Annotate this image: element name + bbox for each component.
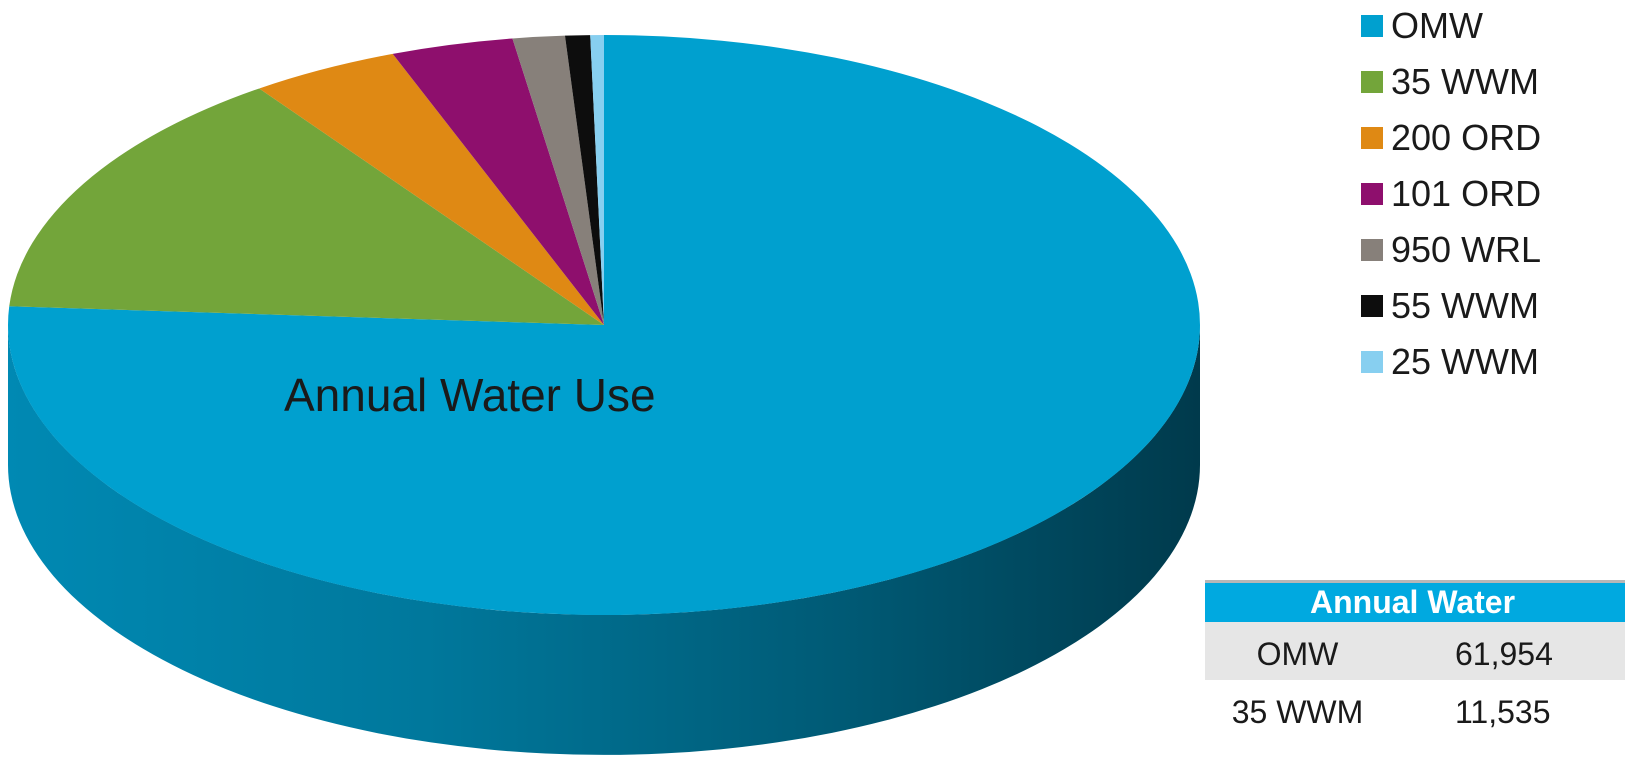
legend-label: 950 WRL — [1391, 229, 1542, 270]
legend-item: 200 ORD — [1361, 117, 1542, 158]
table-row: OMW 61,954 — [1205, 622, 1625, 680]
table-row: 35 WWM 11,535 — [1205, 680, 1625, 738]
legend-label: 55 WWM — [1391, 285, 1539, 326]
legend-label: 35 WWM — [1391, 61, 1539, 102]
legend-label: 101 ORD — [1391, 173, 1542, 214]
pie-slice-25-wwm — [590, 35, 604, 325]
legend-label: OMW — [1391, 5, 1483, 46]
legend-item: 55 WWM — [1361, 285, 1539, 326]
pie-slice-950-wrl — [512, 35, 604, 325]
legend-swatch — [1361, 239, 1383, 261]
pie-side-wall — [8, 325, 1200, 755]
legend-item: OMW — [1361, 5, 1483, 46]
legend-swatch — [1361, 183, 1383, 205]
legend-label: 200 ORD — [1391, 117, 1542, 158]
table-cell-name: 35 WWM — [1231, 694, 1364, 730]
chart-title: Annual Water Use — [284, 369, 656, 421]
water-use-table: Annual Water OMW 61,954 35 WWM 11,535 — [1205, 580, 1625, 770]
pie-slice-55-wwm — [564, 35, 604, 326]
table-header: Annual Water — [1205, 580, 1625, 622]
pie-slice-omw — [8, 35, 1201, 616]
legend-swatch — [1361, 295, 1383, 317]
pie-slice-35-wwm — [9, 88, 605, 325]
legend-swatch — [1361, 351, 1383, 373]
legend-swatch — [1361, 127, 1383, 149]
table-cell-value: 11,535 — [1455, 694, 1551, 730]
table-cell-name: OMW — [1256, 636, 1339, 672]
legend-item: 35 WWM — [1361, 61, 1539, 102]
pie-slice-101-ord — [392, 38, 604, 326]
pie-slice-200-ord — [259, 53, 604, 325]
legend-item: 25 WWM — [1361, 341, 1539, 382]
legend-swatch — [1361, 15, 1383, 37]
legend-item: 101 ORD — [1361, 173, 1542, 214]
legend-swatch — [1361, 71, 1383, 93]
legend-label: 25 WWM — [1391, 341, 1539, 382]
table-cell-value: 61,954 — [1455, 636, 1553, 672]
legend-item: 950 WRL — [1361, 229, 1542, 270]
